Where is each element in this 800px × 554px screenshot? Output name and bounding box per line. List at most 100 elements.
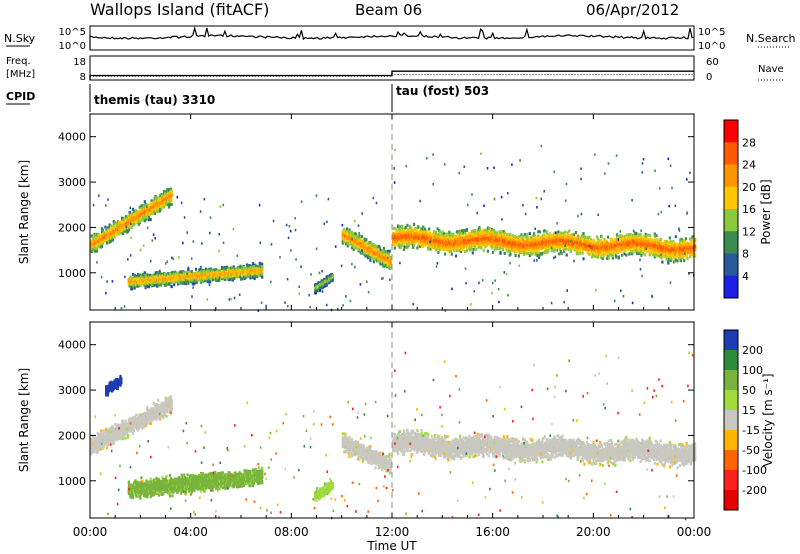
echo-cell <box>133 286 136 290</box>
echo-cell <box>187 280 190 284</box>
echo-cell <box>355 234 359 238</box>
echo-cell <box>355 236 359 240</box>
echo-cell <box>415 239 418 243</box>
echo-cell <box>156 271 159 274</box>
echo-cell <box>133 273 136 277</box>
echo-cell <box>397 225 400 229</box>
echo-cell <box>100 243 104 247</box>
echo-cell <box>232 265 235 269</box>
echo-cell <box>218 278 221 282</box>
echo-cell <box>121 232 125 236</box>
echo-cell <box>439 248 442 252</box>
echo-cell <box>160 205 163 209</box>
echo-cell <box>105 238 108 242</box>
echo-cell <box>229 278 232 282</box>
echo-cell <box>314 291 317 295</box>
echo-cell <box>249 276 252 280</box>
echo-cell <box>328 281 331 285</box>
echo-cell <box>378 260 381 264</box>
echo-cell <box>474 244 477 248</box>
echo-cell <box>386 264 389 267</box>
echo-cell <box>488 243 491 247</box>
echo-cell <box>341 241 344 245</box>
echo-cell <box>479 234 482 238</box>
echo-cell <box>158 271 161 275</box>
echo-cell <box>117 220 120 224</box>
echo-cell <box>523 251 526 254</box>
echo-cell <box>389 265 392 269</box>
echo-cell <box>355 244 358 248</box>
echo-cell <box>131 287 134 291</box>
echo-cell <box>412 245 415 249</box>
echo-cell <box>364 254 367 258</box>
echo-cell <box>233 277 236 280</box>
echo-cell <box>467 237 470 241</box>
echo-cell <box>461 236 464 240</box>
echo-cell <box>163 205 166 209</box>
echo-cell <box>314 289 317 293</box>
echo-cell <box>361 234 364 238</box>
echo-cell <box>343 230 346 234</box>
echo-cell <box>396 242 399 246</box>
echo-cell <box>454 237 458 240</box>
echo-cell <box>426 232 429 236</box>
echo-cell <box>113 235 116 239</box>
echo-cell <box>388 249 391 253</box>
echo-cell <box>402 238 405 242</box>
echo-cell <box>199 280 203 284</box>
echo-cell <box>384 252 387 256</box>
echo-cell <box>426 229 429 233</box>
nsky-tick-low: 10^0 <box>59 41 86 52</box>
echo-cell <box>509 252 512 256</box>
echo-cell <box>160 206 163 210</box>
echo-cell <box>169 187 172 191</box>
echo-cell <box>439 230 442 234</box>
echo-cell <box>402 248 406 252</box>
echo-cell <box>500 238 503 242</box>
echo-cell <box>444 243 447 246</box>
echo-cell <box>200 277 203 281</box>
echo-cell <box>483 228 486 232</box>
echo-cell <box>423 230 427 234</box>
echo-cell <box>463 235 466 239</box>
echo-cell <box>132 209 135 213</box>
freq-panel <box>89 55 695 81</box>
echo-cell <box>382 264 385 268</box>
echo-cell <box>486 243 489 247</box>
echo-cell <box>411 228 414 232</box>
echo-cell <box>404 226 407 229</box>
echo-cell <box>464 231 467 235</box>
echo-cell <box>401 226 404 230</box>
echo-cell <box>472 248 475 251</box>
echo-cell <box>363 253 366 256</box>
echo-cell <box>143 219 146 223</box>
echo-cell <box>99 242 102 246</box>
echo-cell <box>331 278 334 282</box>
echo-cell <box>346 239 349 243</box>
echo-cell <box>389 255 392 259</box>
nave-label: Nave <box>758 64 784 75</box>
echo-cell <box>428 227 431 231</box>
echo-cell <box>407 228 410 232</box>
echo-cell <box>141 218 144 222</box>
echo-cell <box>261 265 264 269</box>
echo-cell <box>346 244 349 248</box>
echo-cell <box>464 250 467 254</box>
echo-cell <box>168 205 171 209</box>
echo-cell <box>256 265 259 268</box>
echo-cell <box>319 288 322 292</box>
echo-cell <box>246 264 250 268</box>
echo-cell <box>423 242 426 246</box>
echo-cell <box>159 283 162 287</box>
beam-title: Beam 06 <box>355 1 422 19</box>
echo-cell <box>496 231 499 235</box>
echo-cell <box>404 231 407 234</box>
echo-cell <box>428 234 432 238</box>
echo-cell <box>491 230 494 234</box>
echo-cell <box>163 272 166 276</box>
cpid-segment-2: tau (fost) 503 <box>396 84 489 98</box>
echo-cell <box>137 215 140 219</box>
echo-cell <box>215 278 218 282</box>
echo-cell <box>508 249 511 253</box>
